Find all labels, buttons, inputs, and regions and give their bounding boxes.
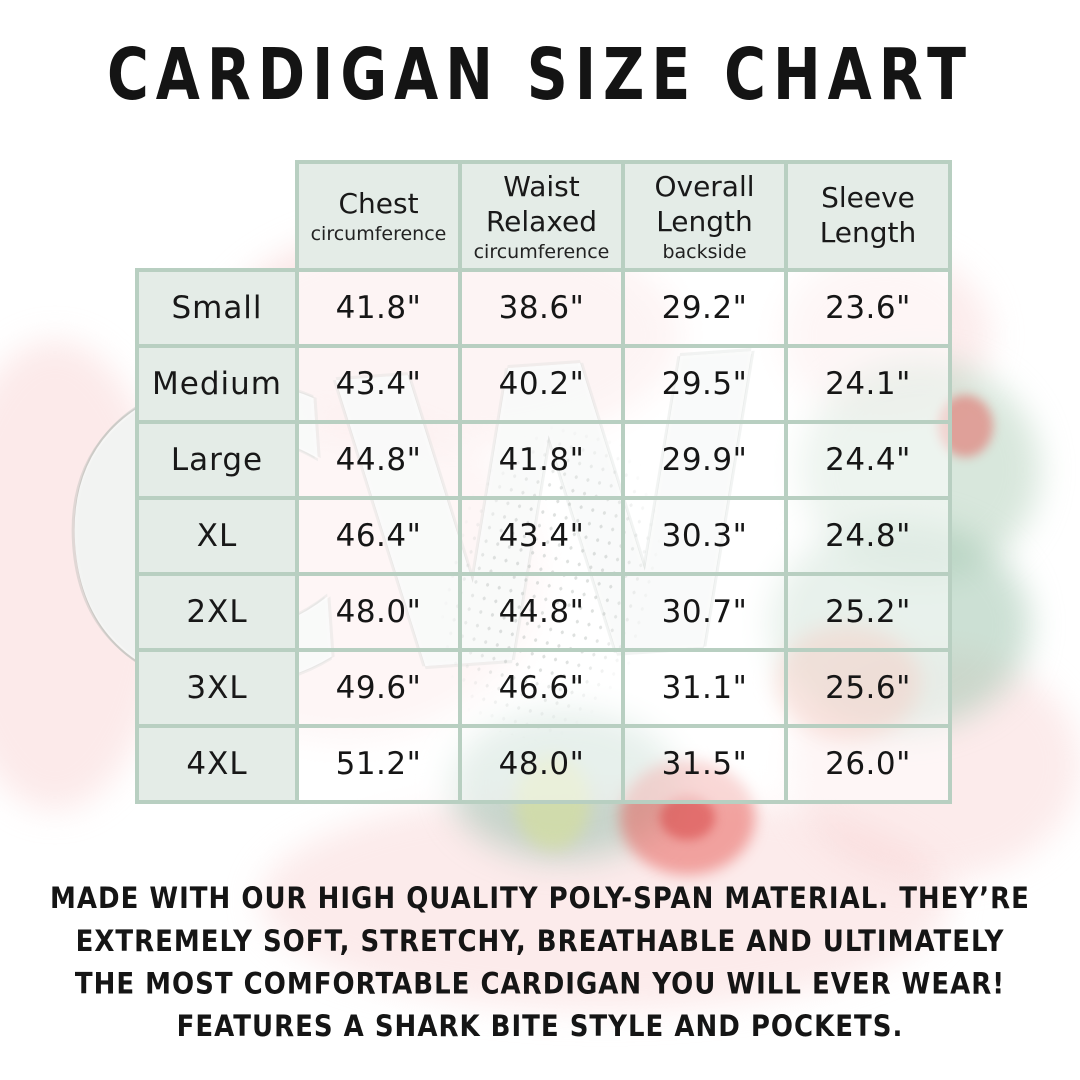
table-row: 4XL 51.2" 48.0" 31.5" 26.0" (135, 724, 952, 804)
column-header-overall-length: Overall Length backside (621, 160, 788, 272)
size-label: Large (135, 420, 299, 500)
watercolor-flower-center (660, 795, 715, 840)
column-header-chest: Chest circumference (295, 160, 462, 272)
column-header-sublabel: backside (662, 240, 747, 263)
measurement-cell: 23.6" (784, 268, 952, 348)
measurement-cell: 44.8" (458, 572, 625, 652)
measurement-cell: 48.0" (295, 572, 462, 652)
column-header-sleeve-length: Sleeve Length (784, 160, 952, 272)
measurement-cell: 24.8" (784, 496, 952, 576)
measurement-cell: 24.4" (784, 420, 952, 500)
measurement-cell: 31.5" (621, 724, 788, 804)
measurement-cell: 31.1" (621, 648, 788, 728)
measurement-cell: 51.2" (295, 724, 462, 804)
measurement-cell: 29.2" (621, 268, 788, 348)
description-line: THE MOST COMFORTABLE CARDIGAN YOU WILL E… (74, 967, 1006, 1002)
table-row: Medium 43.4" 40.2" 29.5" 24.1" (135, 344, 952, 424)
measurement-cell: 48.0" (458, 724, 625, 804)
column-header-label: Chest (338, 187, 419, 221)
measurement-cell: 46.4" (295, 496, 462, 576)
table-corner-spacer (137, 162, 297, 270)
size-label: XL (135, 496, 299, 576)
measurement-cell: 41.8" (295, 268, 462, 348)
size-label: 2XL (135, 572, 299, 652)
table-row: XL 46.4" 43.4" 30.3" 24.8" (135, 496, 952, 576)
measurement-cell: 24.1" (784, 344, 952, 424)
description-line: FEATURES A SHARK BITE STYLE AND POCKETS. (176, 1010, 904, 1044)
measurement-cell: 44.8" (295, 420, 462, 500)
table-row: Large 44.8" 41.8" 29.9" 24.4" (135, 420, 952, 500)
size-table: Chest circumference Waist Relaxed circum… (135, 160, 952, 804)
table-header-row: Chest circumference Waist Relaxed circum… (137, 160, 952, 272)
column-header-label: Waist Relaxed (485, 169, 598, 238)
description-line: MADE WITH OUR HIGH QUALITY POLY-SPAN MAT… (50, 882, 1030, 917)
size-table-wrap: Chest circumference Waist Relaxed circum… (135, 160, 952, 804)
size-label: 3XL (135, 648, 299, 728)
measurement-cell: 43.4" (458, 496, 625, 576)
measurement-cell: 25.6" (784, 648, 952, 728)
column-header-label: Sleeve Length (819, 181, 917, 249)
measurement-cell: 29.5" (621, 344, 788, 424)
measurement-cell: 38.6" (458, 268, 625, 348)
measurement-cell: 30.3" (621, 496, 788, 576)
size-label: 4XL (135, 724, 299, 804)
page-title: CARDIGAN SIZE CHART (106, 33, 974, 117)
column-header-sublabel: circumference (310, 223, 447, 246)
table-row: 3XL 49.6" 46.6" 31.1" 25.6" (135, 648, 952, 728)
table-row: Small 41.8" 38.6" 29.2" 23.6" (135, 268, 952, 348)
measurement-cell: 43.4" (295, 344, 462, 424)
measurement-cell: 40.2" (458, 344, 625, 424)
measurement-cell: 49.6" (295, 648, 462, 728)
measurement-cell: 46.6" (458, 648, 625, 728)
size-label: Medium (135, 344, 299, 424)
description-text: MADE WITH OUR HIGH QUALITY POLY-SPAN MAT… (0, 878, 1080, 1048)
measurement-cell: 26.0" (784, 724, 952, 804)
column-header-waist: Waist Relaxed circumference (458, 160, 625, 272)
measurement-cell: 29.9" (621, 420, 788, 500)
measurement-cell: 30.7" (621, 572, 788, 652)
size-label: Small (135, 268, 299, 348)
measurement-cell: 25.2" (784, 572, 952, 652)
column-header-label: Overall Length (654, 169, 755, 238)
description-line: EXTREMELY SOFT, STRETCHY, BREATHABLE AND… (75, 925, 1005, 959)
table-row: 2XL 48.0" 44.8" 30.7" 25.2" (135, 572, 952, 652)
column-header-sublabel: circumference (473, 240, 610, 263)
measurement-cell: 41.8" (458, 420, 625, 500)
